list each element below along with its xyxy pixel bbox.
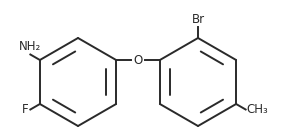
Text: NH₂: NH₂ [19, 41, 42, 53]
Text: CH₃: CH₃ [247, 103, 268, 116]
Text: O: O [133, 53, 143, 67]
Text: Br: Br [191, 13, 205, 26]
Text: F: F [22, 103, 28, 116]
